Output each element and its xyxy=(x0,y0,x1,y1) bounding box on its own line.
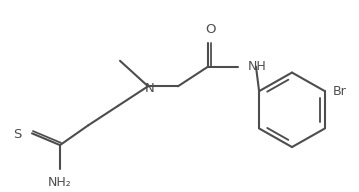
Text: NH₂: NH₂ xyxy=(48,176,72,190)
Text: NH: NH xyxy=(248,60,267,73)
Text: N: N xyxy=(145,82,155,95)
Text: Br: Br xyxy=(333,85,347,98)
Text: S: S xyxy=(14,128,22,141)
Text: O: O xyxy=(205,23,215,36)
